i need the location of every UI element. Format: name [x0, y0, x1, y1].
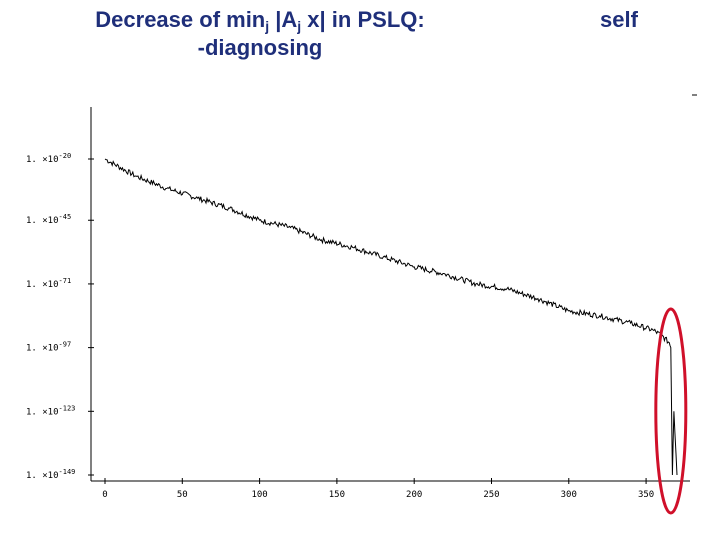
- y-tick-labels: 1. ×10-20 1. ×10-45 1. ×10-71 1. ×10-97 1. ×…: [26, 152, 75, 481]
- y-tick-label: 1. ×10-149: [26, 468, 75, 481]
- highlight-ellipse: [654, 307, 688, 515]
- y-tick-label: 1. ×10-45: [26, 213, 71, 226]
- title-sub-j-1: j: [265, 18, 270, 34]
- x-tick-label: 250: [483, 490, 499, 500]
- series-line: [104, 158, 678, 476]
- title-suffix: x| in PSLQ:: [301, 7, 425, 32]
- x-tick-label: 0: [102, 490, 107, 500]
- y-tick-label: 1. ×10-71: [26, 277, 71, 290]
- title-line-2: -diagnosing: [197, 35, 323, 60]
- slide-title: Decrease of minj |Aj x| in PSLQ: -diagno…: [20, 6, 500, 62]
- x-tick-label: 150: [329, 490, 345, 500]
- y-tick-label: 1. ×10-20: [26, 152, 71, 165]
- y-tick-label: 1. ×10-97: [26, 341, 71, 354]
- title-sub-j-2: j: [297, 18, 302, 34]
- x-tick-label: 200: [406, 490, 422, 500]
- x-tick-label: 100: [251, 490, 267, 500]
- chart-axes: [88, 107, 690, 484]
- x-tick-label: 50: [177, 490, 188, 500]
- x-tick-label: 300: [561, 490, 577, 500]
- y-tick-label: 1. ×10-123: [26, 404, 75, 417]
- title-prefix: Decrease of min: [95, 7, 266, 32]
- title-side-word: self: [600, 7, 638, 32]
- x-tick-labels: 0 50 100 150 200 250 300 350: [102, 490, 654, 500]
- x-tick-label: 350: [638, 490, 654, 500]
- title-mid: |A: [269, 7, 298, 32]
